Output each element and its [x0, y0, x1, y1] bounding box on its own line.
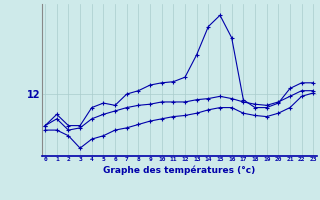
X-axis label: Graphe des températures (°c): Graphe des températures (°c)	[103, 165, 255, 175]
